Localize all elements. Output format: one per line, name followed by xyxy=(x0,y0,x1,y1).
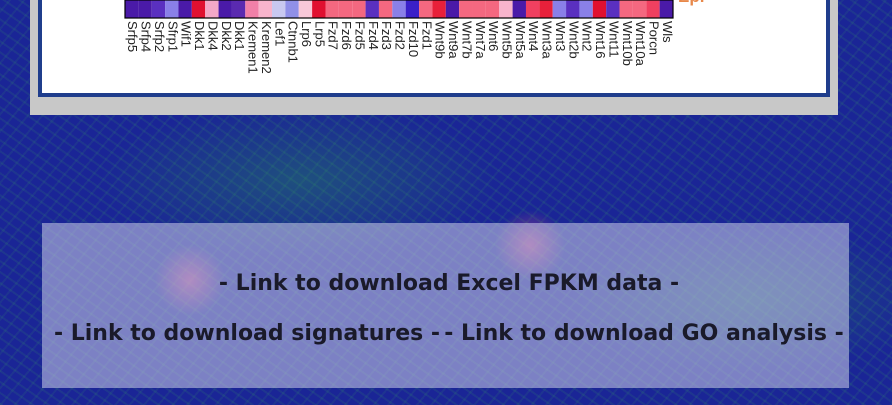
gene-label: Fzd2 xyxy=(393,21,408,50)
gene-label: Dkk4 xyxy=(205,21,220,51)
heatmap-panel: Srfp5 Srfp4 Srfp2 Sfrp1 Wif1 Dkk1 Dkk4 Dkk2 Dkk1… xyxy=(30,0,838,115)
gene-label: Fzd6 xyxy=(339,21,354,50)
heatmap-cell xyxy=(432,0,446,18)
heatmap-cell xyxy=(472,0,486,18)
gene-label: Wnt10a xyxy=(633,21,648,67)
link-fpkm[interactable]: - Link to download Excel FPKM data - xyxy=(218,271,680,296)
gene-label: Wnt9b xyxy=(433,21,448,59)
heatmap-cell xyxy=(419,0,433,18)
heatmap-cell xyxy=(272,0,286,18)
gene-label: Wnt5a xyxy=(513,21,528,59)
gene-label: Fzd1 xyxy=(419,21,434,50)
heatmap-cell xyxy=(165,0,179,18)
link-go[interactable]: - Link to download GO analysis - xyxy=(444,321,844,346)
gene-label: Srfp2 xyxy=(152,21,167,52)
heatmap-cell xyxy=(539,0,553,18)
heatmap-cell xyxy=(566,0,580,18)
heatmap-cell xyxy=(338,0,353,18)
heatmap-cell xyxy=(298,0,313,18)
heatmap-cell xyxy=(619,0,633,18)
heatmap: Srfp5Srfp4Srfp2Sfrp1Wif1Dkk1Dkk4Dkk2Dkk1… xyxy=(124,0,704,74)
gene-label: Wnt3a xyxy=(540,21,555,59)
heatmap-cell xyxy=(592,0,607,18)
gene-label: Wnt9a xyxy=(446,21,461,59)
heatmap-cell xyxy=(231,0,246,18)
heatmap-cell xyxy=(178,0,192,18)
row-label: Epi xyxy=(678,0,704,6)
gene-label: Wnt2b xyxy=(566,21,581,59)
links-box: - Link to download Excel FPKM data - - L… xyxy=(42,223,849,388)
gene-label: Ctnnb1 xyxy=(286,21,301,63)
heatmap-cell xyxy=(485,0,500,18)
heatmap-cell xyxy=(579,0,593,18)
gene-label: Srfp4 xyxy=(139,21,154,52)
heatmap-cell xyxy=(125,0,139,18)
heatmap-cell xyxy=(378,0,393,18)
gene-label: Lef1 xyxy=(272,21,287,46)
heatmap-cell xyxy=(445,0,460,18)
heatmap-cell xyxy=(365,0,379,18)
heatmap-cell xyxy=(659,0,673,18)
heatmap-cell xyxy=(151,0,166,18)
heatmap-cell xyxy=(392,0,406,18)
heatmap-cell xyxy=(632,0,647,18)
heatmap-cell xyxy=(258,0,273,18)
heatmap-cell xyxy=(352,0,366,18)
gene-label: Wif1 xyxy=(179,21,194,47)
heatmap-cell xyxy=(499,0,513,18)
gene-label: Wnt11 xyxy=(606,21,621,58)
gene-label: Kremen2 xyxy=(259,21,274,74)
gene-label: Wls xyxy=(660,21,675,43)
gene-label: Wnt7b xyxy=(459,21,474,59)
gene-label: Wnt16 xyxy=(593,21,608,59)
gene-label: Kremen1 xyxy=(246,21,261,74)
heatmap-cell xyxy=(525,0,540,18)
heatmap-cell xyxy=(646,0,660,18)
gene-label: Wnt5b xyxy=(499,21,514,59)
gene-label: Fzd5 xyxy=(352,21,367,50)
gene-label: Wnt6 xyxy=(486,21,501,51)
gene-label: Dkk1 xyxy=(192,21,207,51)
heatmap-cell xyxy=(405,0,420,18)
gene-label: Dkk2 xyxy=(219,21,234,51)
gene-label: Wnt2 xyxy=(580,21,595,51)
heatmap-cell xyxy=(191,0,206,18)
link-signatures[interactable]: - Link to download signatures - xyxy=(53,321,441,346)
heatmap-cell xyxy=(285,0,299,18)
heatmap-cell xyxy=(218,0,232,18)
heatmap-cell xyxy=(245,0,259,18)
heatmap-cell xyxy=(459,0,473,18)
gene-label: Sfrp1 xyxy=(165,21,180,52)
heatmap-cell xyxy=(205,0,219,18)
gene-label: Srfp5 xyxy=(125,21,140,52)
gene-label: Fzd7 xyxy=(326,21,341,50)
gene-label: Porcn xyxy=(647,21,662,55)
gene-label: Dkk1 xyxy=(232,21,247,51)
heatmap-cell xyxy=(552,0,567,18)
gene-label: Lrp5 xyxy=(312,21,327,47)
heatmap-cell xyxy=(512,0,526,18)
gene-label: Wnt4 xyxy=(526,21,541,51)
gene-label: Fzd4 xyxy=(366,21,381,50)
heatmap-cell xyxy=(138,0,152,18)
gene-label: Fzd10 xyxy=(406,21,421,57)
gene-label: Wnt7a xyxy=(473,21,488,59)
gene-label: Fzd3 xyxy=(379,21,394,50)
heatmap-cell xyxy=(606,0,620,18)
gene-label: Wnt3 xyxy=(553,21,568,51)
heatmap-cell xyxy=(312,0,326,18)
heatmap-border xyxy=(124,0,674,19)
heatmap-cell xyxy=(325,0,339,18)
gene-label: Lrp6 xyxy=(299,21,314,47)
gene-label: Wnt10b xyxy=(620,21,635,66)
